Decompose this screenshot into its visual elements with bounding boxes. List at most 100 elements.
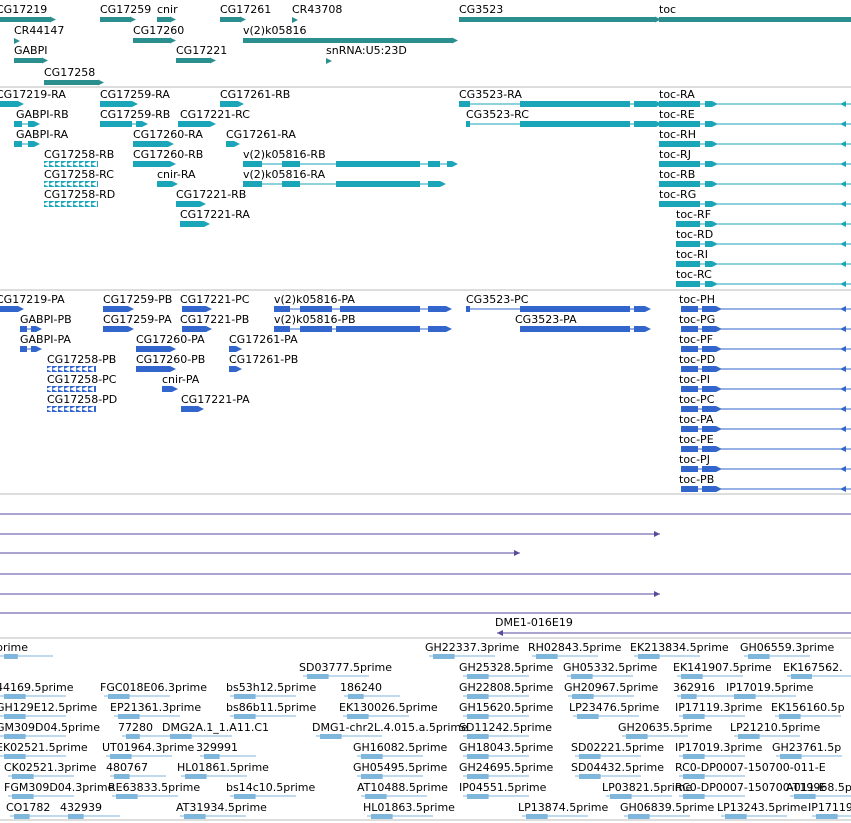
est-block[interactable] [234,714,256,719]
feature-label[interactable]: v(2)k05816-PB [274,313,356,326]
exon-block[interactable] [681,386,698,392]
exon-block[interactable] [659,181,700,187]
est-block[interactable] [204,754,220,759]
est-block[interactable] [361,754,383,759]
exon-block[interactable] [428,181,440,187]
exon-block[interactable] [180,221,204,227]
feature-label[interactable]: toc-PB [679,473,714,486]
exon-block[interactable] [705,181,712,187]
exon-block[interactable] [702,306,716,312]
exon-block[interactable] [336,181,420,187]
feature-label[interactable]: toc-PG [679,313,715,326]
exon-block[interactable] [634,326,645,332]
est-block[interactable] [126,734,140,739]
exon-block[interactable] [705,161,712,167]
feature-label[interactable]: 432939 [60,801,102,814]
feature-label[interactable]: CG17221-RA [180,208,250,221]
feature-label[interactable]: EK213834.5prime [630,641,729,654]
exon-block[interactable] [133,161,170,167]
est-block[interactable] [467,734,489,739]
exon-block[interactable] [702,486,716,492]
est-block[interactable] [738,734,760,739]
feature-label[interactable]: DMG2A.1_1.A11.C1 [162,721,269,734]
feature-label[interactable]: EP21361.3prime [110,701,201,714]
est-block[interactable] [114,774,130,779]
est-block[interactable] [536,654,558,659]
feature-label[interactable]: toc-RF [676,208,711,221]
feature-label[interactable]: IP17019.3prime [675,741,763,754]
exon-block[interactable] [705,101,712,107]
est-block[interactable] [571,674,593,679]
exon-block[interactable] [681,326,698,332]
exon-block[interactable] [243,161,262,167]
exon-block[interactable] [336,161,420,167]
feature-label[interactable]: GH15620.5prime [459,701,554,714]
feature-label[interactable]: AT19968.5prime [786,781,851,794]
est-block[interactable] [610,794,632,799]
exon-block[interactable] [681,466,698,472]
exon-block[interactable] [133,141,168,147]
feature-label[interactable]: toc-PC [679,393,715,406]
est-block[interactable] [791,674,812,679]
exon-block[interactable] [676,241,700,247]
feature-label[interactable]: DME1-016E19 [495,616,573,629]
exon-block[interactable] [634,306,645,312]
feature-label[interactable]: RC0-DP0007-150700-011-E [675,761,826,774]
est-block[interactable] [234,794,256,799]
feature-label[interactable]: EK02521.5prime [0,741,88,754]
gene-bar[interactable] [459,17,655,22]
est-block[interactable] [361,774,383,779]
feature-label[interactable]: CG17258-RB [44,148,114,161]
feature-label[interactable]: CG17261-PA [229,333,298,346]
feature-label[interactable]: IP17019.5prime [726,681,814,694]
exon-block[interactable] [681,426,698,432]
feature-label[interactable]: GABPI-PA [20,333,71,346]
exon-block[interactable] [220,101,238,107]
est-block[interactable] [816,814,838,819]
feature-label[interactable]: CG17261-PB [229,353,298,366]
feature-label[interactable]: toc-RB [659,168,695,181]
exon-block[interactable] [428,161,440,167]
feature-label[interactable]: AT10488.5prime [357,781,448,794]
exon-block[interactable] [659,161,700,167]
est-block[interactable] [4,734,26,739]
exon-block[interactable] [702,346,716,352]
feature-label[interactable]: CG17219 [0,3,47,16]
exon-block[interactable] [659,141,700,147]
exon-block[interactable] [466,121,470,127]
feature-label[interactable]: toc-PH [679,293,715,306]
est-block[interactable] [68,814,84,819]
feature-label[interactable]: CK02521.3prime [4,761,97,774]
feature-label[interactable]: CG17221-RB [176,188,246,201]
exon-block[interactable] [702,426,716,432]
feature-label[interactable]: LP03821.5prime [602,781,693,794]
feature-label[interactable]: cnir [157,3,178,16]
feature-label[interactable]: GH20967.5prime [564,681,659,694]
est-block[interactable] [234,694,256,699]
exon-block[interactable] [282,181,300,187]
feature-label[interactable]: EK141907.5prime [673,661,772,674]
exon-block[interactable] [20,346,27,352]
exon-block[interactable] [702,386,716,392]
est-block[interactable] [725,814,747,819]
exon-block[interactable] [520,326,630,332]
feature-label[interactable]: CO1782 [6,801,50,814]
exon-block[interactable] [178,121,210,127]
exon-block[interactable] [705,241,712,247]
feature-label[interactable]: RH02843.5prime [528,641,622,654]
gene-bar[interactable] [157,17,170,22]
exon-block[interactable] [229,366,236,372]
exon-block[interactable] [136,346,170,352]
feature-label[interactable]: toc-PD [679,353,715,366]
exon-block[interactable] [100,101,132,107]
feature-label[interactable]: GH24695.5prime [459,761,554,774]
est-block[interactable] [467,714,489,719]
feature-label[interactable]: toc [659,3,676,16]
feature-label[interactable]: toc-RJ [659,148,691,161]
gene-bar[interactable] [0,17,50,22]
est-block[interactable] [638,654,660,659]
feature-label[interactable]: FGM309D04.3prime [4,781,115,794]
exon-block[interactable] [681,306,698,312]
exon-block[interactable] [0,101,18,107]
exon-block[interactable] [31,326,36,332]
